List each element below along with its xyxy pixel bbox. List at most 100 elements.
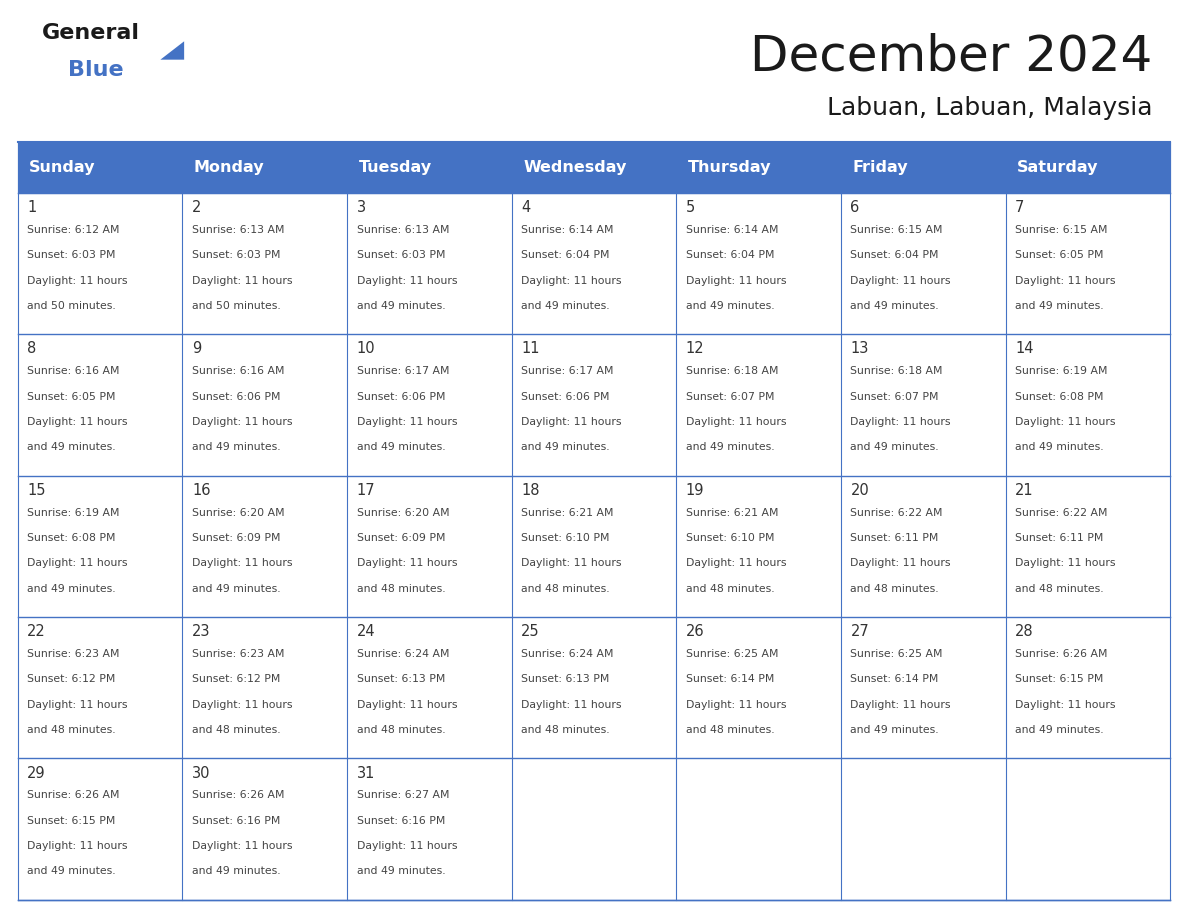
Text: and 48 minutes.: and 48 minutes.: [685, 725, 775, 735]
Text: Daylight: 11 hours: Daylight: 11 hours: [522, 700, 621, 710]
Text: Daylight: 11 hours: Daylight: 11 hours: [27, 700, 128, 710]
Text: Sunset: 6:04 PM: Sunset: 6:04 PM: [522, 251, 609, 261]
Text: Sunrise: 6:23 AM: Sunrise: 6:23 AM: [192, 649, 284, 659]
FancyBboxPatch shape: [676, 193, 841, 334]
Text: Sunrise: 6:21 AM: Sunrise: 6:21 AM: [685, 508, 778, 518]
Text: Sunrise: 6:21 AM: Sunrise: 6:21 AM: [522, 508, 614, 518]
Text: 1: 1: [27, 200, 37, 215]
Text: Sunday: Sunday: [30, 160, 96, 175]
Text: and 48 minutes.: and 48 minutes.: [851, 584, 939, 594]
FancyBboxPatch shape: [18, 334, 183, 476]
Text: Daylight: 11 hours: Daylight: 11 hours: [522, 558, 621, 568]
Text: Sunset: 6:13 PM: Sunset: 6:13 PM: [356, 675, 446, 685]
Text: Daylight: 11 hours: Daylight: 11 hours: [685, 558, 786, 568]
Text: 26: 26: [685, 624, 704, 639]
FancyBboxPatch shape: [183, 142, 347, 193]
Text: and 49 minutes.: and 49 minutes.: [356, 867, 446, 877]
Text: and 49 minutes.: and 49 minutes.: [851, 725, 939, 735]
Text: Sunset: 6:03 PM: Sunset: 6:03 PM: [356, 251, 446, 261]
Text: and 49 minutes.: and 49 minutes.: [685, 442, 775, 453]
Text: Daylight: 11 hours: Daylight: 11 hours: [522, 275, 621, 285]
Text: Thursday: Thursday: [688, 160, 771, 175]
Text: and 48 minutes.: and 48 minutes.: [522, 725, 609, 735]
Text: Sunset: 6:05 PM: Sunset: 6:05 PM: [27, 392, 115, 402]
FancyBboxPatch shape: [347, 758, 512, 900]
Text: Sunrise: 6:27 AM: Sunrise: 6:27 AM: [356, 790, 449, 800]
Text: and 49 minutes.: and 49 minutes.: [1015, 301, 1104, 311]
Text: Wednesday: Wednesday: [523, 160, 626, 175]
Text: Sunset: 6:06 PM: Sunset: 6:06 PM: [192, 392, 280, 402]
Text: Sunrise: 6:15 AM: Sunrise: 6:15 AM: [851, 225, 943, 235]
FancyBboxPatch shape: [841, 617, 1005, 758]
Text: Daylight: 11 hours: Daylight: 11 hours: [27, 417, 128, 427]
Text: 30: 30: [192, 766, 210, 780]
Text: and 49 minutes.: and 49 minutes.: [685, 301, 775, 311]
Text: Tuesday: Tuesday: [359, 160, 431, 175]
Text: and 48 minutes.: and 48 minutes.: [1015, 584, 1104, 594]
Text: Daylight: 11 hours: Daylight: 11 hours: [356, 275, 457, 285]
Text: Labuan, Labuan, Malaysia: Labuan, Labuan, Malaysia: [827, 96, 1152, 120]
Text: Sunset: 6:04 PM: Sunset: 6:04 PM: [685, 251, 775, 261]
FancyBboxPatch shape: [841, 334, 1005, 476]
Text: 18: 18: [522, 483, 539, 498]
Text: and 49 minutes.: and 49 minutes.: [1015, 442, 1104, 453]
Text: and 50 minutes.: and 50 minutes.: [192, 301, 280, 311]
FancyBboxPatch shape: [1005, 193, 1170, 334]
FancyBboxPatch shape: [18, 193, 183, 334]
FancyBboxPatch shape: [183, 193, 347, 334]
Text: Daylight: 11 hours: Daylight: 11 hours: [851, 417, 950, 427]
FancyBboxPatch shape: [347, 476, 512, 617]
Text: 24: 24: [356, 624, 375, 639]
FancyBboxPatch shape: [347, 193, 512, 334]
Text: Sunset: 6:13 PM: Sunset: 6:13 PM: [522, 675, 609, 685]
Text: Daylight: 11 hours: Daylight: 11 hours: [356, 700, 457, 710]
Text: 3: 3: [356, 200, 366, 215]
Text: Sunset: 6:03 PM: Sunset: 6:03 PM: [192, 251, 280, 261]
Text: and 49 minutes.: and 49 minutes.: [522, 301, 609, 311]
FancyBboxPatch shape: [841, 476, 1005, 617]
Text: 14: 14: [1015, 341, 1034, 356]
Text: Friday: Friday: [853, 160, 908, 175]
Text: and 49 minutes.: and 49 minutes.: [27, 442, 116, 453]
Text: Sunset: 6:16 PM: Sunset: 6:16 PM: [356, 816, 446, 826]
FancyBboxPatch shape: [841, 758, 1005, 900]
FancyBboxPatch shape: [347, 334, 512, 476]
Text: 17: 17: [356, 483, 375, 498]
Text: 13: 13: [851, 341, 868, 356]
Text: 23: 23: [192, 624, 210, 639]
Text: Sunrise: 6:18 AM: Sunrise: 6:18 AM: [851, 366, 943, 376]
FancyBboxPatch shape: [512, 334, 676, 476]
Text: Sunset: 6:10 PM: Sunset: 6:10 PM: [522, 533, 609, 543]
Text: Daylight: 11 hours: Daylight: 11 hours: [851, 275, 950, 285]
FancyBboxPatch shape: [183, 758, 347, 900]
Text: Sunrise: 6:22 AM: Sunrise: 6:22 AM: [851, 508, 943, 518]
FancyBboxPatch shape: [18, 476, 183, 617]
Text: Sunrise: 6:19 AM: Sunrise: 6:19 AM: [1015, 366, 1107, 376]
Text: Sunrise: 6:26 AM: Sunrise: 6:26 AM: [27, 790, 120, 800]
Text: 20: 20: [851, 483, 870, 498]
Text: 31: 31: [356, 766, 375, 780]
Text: Sunrise: 6:24 AM: Sunrise: 6:24 AM: [522, 649, 614, 659]
Text: 15: 15: [27, 483, 46, 498]
FancyBboxPatch shape: [183, 617, 347, 758]
Text: 5: 5: [685, 200, 695, 215]
Text: Sunset: 6:15 PM: Sunset: 6:15 PM: [27, 816, 115, 826]
Text: 12: 12: [685, 341, 704, 356]
Text: Sunrise: 6:12 AM: Sunrise: 6:12 AM: [27, 225, 120, 235]
Text: December 2024: December 2024: [750, 32, 1152, 80]
Text: 2: 2: [192, 200, 201, 215]
Text: Sunrise: 6:23 AM: Sunrise: 6:23 AM: [27, 649, 120, 659]
Text: 28: 28: [1015, 624, 1034, 639]
Text: Sunrise: 6:26 AM: Sunrise: 6:26 AM: [192, 790, 284, 800]
FancyBboxPatch shape: [1005, 334, 1170, 476]
Text: Daylight: 11 hours: Daylight: 11 hours: [851, 558, 950, 568]
FancyBboxPatch shape: [1005, 476, 1170, 617]
Text: 21: 21: [1015, 483, 1034, 498]
Text: and 50 minutes.: and 50 minutes.: [27, 301, 116, 311]
Text: 8: 8: [27, 341, 37, 356]
Text: and 49 minutes.: and 49 minutes.: [192, 867, 280, 877]
Text: and 49 minutes.: and 49 minutes.: [356, 301, 446, 311]
Text: and 48 minutes.: and 48 minutes.: [27, 725, 116, 735]
Text: and 49 minutes.: and 49 minutes.: [192, 442, 280, 453]
Text: and 48 minutes.: and 48 minutes.: [356, 584, 446, 594]
